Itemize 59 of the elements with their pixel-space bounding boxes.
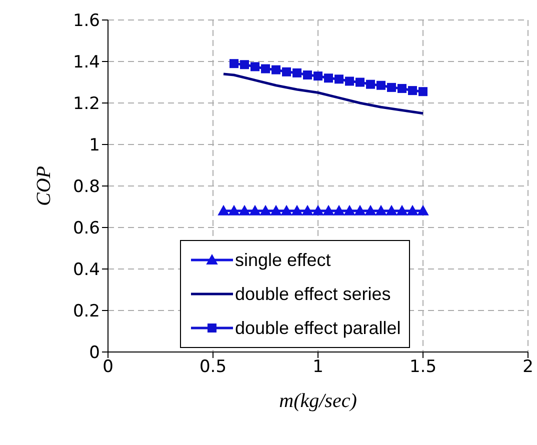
- legend-label: double effect series: [235, 284, 391, 304]
- legend-label: single effect: [235, 250, 331, 270]
- point: [282, 67, 291, 76]
- point: [292, 205, 302, 216]
- y-tick-label: 1: [89, 136, 100, 156]
- y-tick-label: 0: [89, 343, 100, 364]
- point: [240, 60, 249, 70]
- point: [334, 205, 344, 216]
- point: [334, 74, 344, 84]
- point: [408, 86, 417, 96]
- point: [228, 205, 240, 216]
- x-tick-label: 1.5: [409, 357, 437, 378]
- point: [407, 205, 418, 216]
- x-tick-label: 2: [522, 357, 534, 378]
- point: [250, 205, 260, 216]
- point: [418, 205, 428, 216]
- point: [314, 72, 322, 81]
- line-series: [222, 72, 424, 115]
- x-tick-label: 0: [102, 357, 114, 378]
- point: [386, 205, 397, 216]
- y-tick-label: 0.2: [72, 302, 100, 322]
- point: [354, 205, 366, 216]
- x-tick-label: 0.5: [199, 357, 227, 378]
- point: [418, 87, 428, 96]
- point: [239, 205, 250, 216]
- point: [260, 205, 271, 216]
- y-tick-label: 1.6: [72, 11, 100, 32]
- point: [270, 205, 282, 216]
- point: [365, 205, 376, 216]
- y-axis-title: COP: [33, 166, 56, 206]
- point: [230, 59, 238, 68]
- point: [376, 80, 386, 90]
- point: [387, 82, 396, 92]
- point: [312, 205, 324, 216]
- point: [218, 205, 229, 216]
- point: [303, 70, 312, 80]
- legend-label: double effect parallel: [235, 318, 401, 338]
- point: [324, 74, 333, 83]
- point: [376, 205, 386, 216]
- point: [396, 205, 408, 216]
- point: [398, 84, 406, 93]
- x-axis-title: m(kg/sec): [279, 390, 358, 412]
- point: [281, 205, 292, 216]
- x-tick-label: 1: [312, 357, 324, 378]
- point: [356, 78, 364, 87]
- point: [344, 205, 355, 216]
- y-tick-label: 0.8: [72, 177, 100, 198]
- point: [250, 62, 260, 72]
- point: [345, 76, 354, 86]
- point: [261, 64, 270, 74]
- point: [292, 68, 302, 78]
- point: [302, 205, 313, 216]
- y-tick-label: 1.2: [72, 94, 100, 114]
- point: [323, 205, 334, 216]
- point: [366, 80, 375, 89]
- point: [272, 65, 280, 74]
- y-tick-label: 0.6: [72, 218, 100, 239]
- y-tick-label: 0.4: [72, 260, 100, 280]
- y-tick-label: 1.4: [72, 52, 100, 73]
